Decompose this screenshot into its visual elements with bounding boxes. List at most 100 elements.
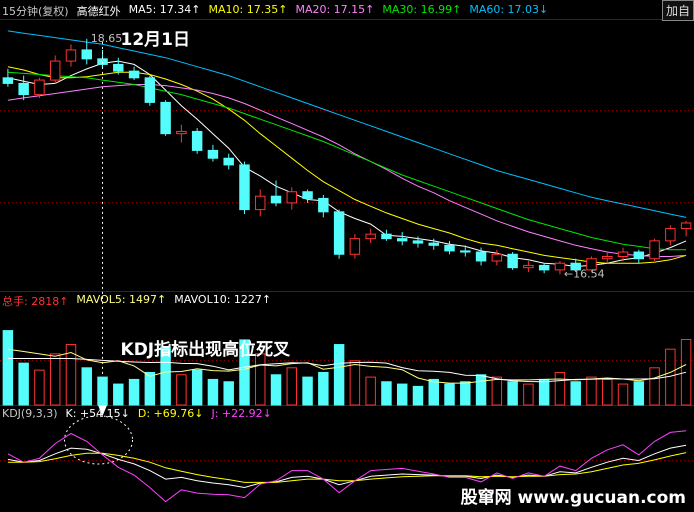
extreme-label: ←16.54	[564, 267, 605, 280]
candle-body	[602, 256, 613, 260]
kdj-line	[7, 452, 687, 483]
candle-body	[617, 251, 629, 258]
mavol-line	[7, 348, 687, 384]
candle-body	[554, 262, 566, 271]
volume-bar	[239, 339, 250, 406]
kdj-header: KDJ(9,3,3) K: +54.15↓ D: +69.76↓ J: +22.92…	[2, 407, 272, 420]
annotation: 12月1日	[121, 30, 191, 50]
ma-line	[7, 30, 687, 218]
candle-body	[460, 250, 471, 253]
volume-bar	[602, 378, 613, 406]
ma-line	[7, 66, 687, 264]
volume-bar	[460, 381, 471, 406]
legend-entry: MA5: 17.34↑	[128, 3, 201, 16]
volume-bar	[491, 376, 503, 406]
extreme-label: 18.65	[91, 32, 123, 45]
volume-bar	[617, 383, 629, 406]
candle-body	[176, 130, 187, 135]
volume-bar	[680, 338, 692, 406]
candle-body	[207, 149, 219, 159]
volume-bar	[128, 378, 140, 406]
volume-bar	[507, 381, 518, 406]
candle-body	[270, 195, 282, 204]
candle-body	[191, 130, 203, 151]
candle-body	[349, 238, 361, 255]
candle-body	[586, 258, 597, 271]
stock-name: 高德红外	[76, 5, 121, 18]
volume-bar	[649, 367, 660, 406]
candle-body	[160, 101, 171, 135]
ma-line	[7, 71, 687, 251]
volume-bar	[554, 371, 566, 406]
volume-bar	[396, 383, 408, 406]
legend-entry: MAVOL10: 1227↑	[174, 293, 272, 306]
candle-body	[412, 240, 424, 244]
candle-body	[34, 79, 45, 96]
candle-body	[444, 244, 455, 252]
candle-body	[475, 251, 487, 262]
candle-body	[333, 211, 345, 255]
legend-entry: MA10: 17.35↑	[208, 3, 288, 16]
volume-bar	[144, 371, 156, 406]
kdj-line	[7, 430, 687, 503]
volume-bar	[333, 344, 345, 406]
watermark: 股窜网 www.gucuan.com	[456, 483, 690, 508]
candle-body	[255, 195, 266, 211]
volume-bar	[207, 378, 219, 406]
candle-body	[396, 238, 408, 242]
volume-bar	[428, 378, 439, 406]
kdj-line	[7, 444, 687, 489]
candle-body	[365, 233, 376, 240]
chart-title: 15分钟(复权)	[2, 5, 69, 18]
volume-bar	[176, 374, 187, 406]
volume-bar	[191, 369, 203, 406]
price-header: 15分钟(复权) 高德红外 MA5: 17.34↑ MA10: 17.35↑ MA2…	[2, 3, 548, 19]
volume-bar	[49, 353, 61, 406]
volume-bar	[538, 378, 550, 406]
candle-body	[649, 240, 660, 260]
volume-bar	[633, 381, 645, 406]
volume-bar	[255, 353, 266, 406]
volume-bar	[412, 385, 424, 406]
volume-bar	[475, 374, 487, 406]
candle-body	[318, 197, 329, 213]
volume-bar	[160, 346, 171, 406]
volume-bar	[570, 381, 581, 406]
volume-bar	[65, 344, 77, 406]
candle-body	[239, 164, 250, 211]
candle-body	[113, 63, 124, 72]
ma-line	[7, 84, 687, 257]
volume-bar	[365, 376, 376, 406]
candle-body	[428, 242, 439, 246]
candle-body	[665, 228, 676, 242]
volume-bar	[586, 376, 597, 406]
toolbar-button[interactable]: 加自	[661, 0, 694, 21]
volume-bar	[97, 376, 108, 406]
annotation: KDJ指标出现高位死叉	[121, 339, 292, 360]
candle-body	[286, 191, 298, 204]
legend-entry: D: +69.76↓	[137, 407, 204, 420]
candle-body	[381, 233, 392, 240]
candle-body	[523, 264, 534, 269]
candle-body	[570, 262, 581, 271]
legend-entry: MA30: 16.99↑	[382, 3, 462, 16]
candle-body	[49, 60, 61, 81]
candle-body	[18, 82, 29, 96]
candle-body	[538, 264, 550, 271]
volume-bar	[444, 383, 455, 406]
volume-bar	[318, 371, 329, 406]
candle-body	[81, 49, 92, 60]
candle-body	[633, 251, 645, 260]
volume-bar	[34, 369, 45, 406]
cross-circle	[64, 415, 134, 465]
candle-body	[128, 70, 140, 79]
volume-bar	[302, 376, 313, 406]
volume-bar	[381, 381, 392, 406]
legend-entry: MA20: 17.15↑	[295, 3, 375, 16]
legend-entry: 总手: 2818↑	[2, 295, 69, 308]
volume-bar	[270, 374, 282, 406]
volume-header: 总手: 2818↑ MAVOL5: 1497↑ MAVOL10: 1227↑	[2, 293, 271, 309]
indicator-title: KDJ(9,3,3)	[2, 407, 58, 420]
